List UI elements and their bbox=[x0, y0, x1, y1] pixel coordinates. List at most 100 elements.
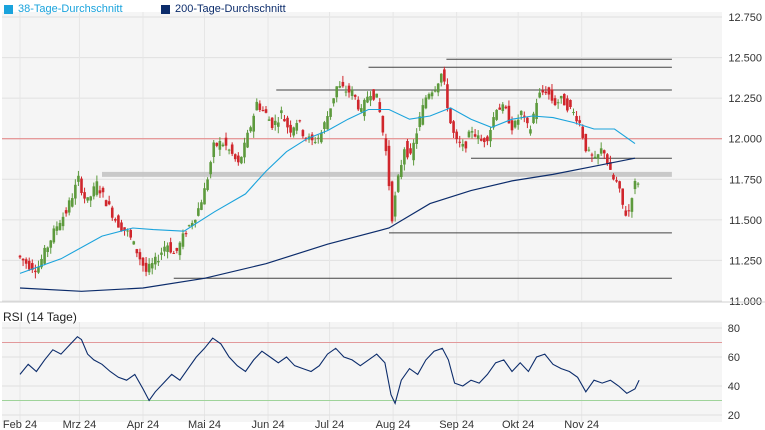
candle-up bbox=[495, 109, 498, 120]
candle-up bbox=[350, 89, 354, 96]
candle-up bbox=[556, 102, 560, 104]
candle-down bbox=[378, 102, 382, 113]
candle-down bbox=[523, 115, 526, 117]
candle-up bbox=[412, 142, 415, 161]
x-tick-label: Mai 24 bbox=[188, 419, 221, 430]
candle-down bbox=[80, 178, 83, 194]
candle-up bbox=[421, 105, 425, 125]
rsi-line bbox=[19, 335, 640, 405]
candle-down bbox=[507, 105, 511, 124]
rsi-y-tick-label: 20 bbox=[728, 410, 740, 422]
candle-down bbox=[455, 131, 458, 140]
candle-up bbox=[587, 149, 591, 151]
candle-up bbox=[430, 92, 434, 97]
rsi-y-tick-label: 40 bbox=[728, 381, 740, 393]
candle-up bbox=[433, 90, 437, 92]
candle-up bbox=[436, 83, 440, 93]
candle-up bbox=[501, 104, 505, 112]
candle-down bbox=[473, 134, 477, 137]
candle-up bbox=[403, 149, 406, 165]
candle-down bbox=[184, 233, 188, 235]
candle-down bbox=[443, 69, 446, 82]
candle-down bbox=[117, 215, 120, 228]
candle-up bbox=[492, 117, 495, 128]
price-y-tick-label: 12.500 bbox=[728, 53, 762, 65]
price-y-tick-label: 11.750 bbox=[729, 174, 762, 186]
candle-up bbox=[427, 94, 431, 99]
candle-up bbox=[415, 133, 418, 145]
candle-up bbox=[519, 110, 523, 115]
candle-up bbox=[246, 132, 249, 148]
candle-down bbox=[578, 120, 581, 123]
rsi-title: RSI (14 Tage) bbox=[3, 310, 77, 324]
candle-up bbox=[360, 108, 363, 112]
candle-down bbox=[310, 134, 314, 141]
candle-up bbox=[132, 241, 136, 245]
candle-up bbox=[323, 122, 326, 129]
x-tick-label: Aug 24 bbox=[376, 419, 411, 430]
candle-down bbox=[304, 137, 308, 139]
candle-up bbox=[313, 141, 317, 143]
candle-up bbox=[160, 252, 163, 255]
candle-up bbox=[49, 240, 53, 248]
candle-up bbox=[209, 162, 212, 175]
candle-up bbox=[535, 102, 538, 120]
candle-up bbox=[52, 228, 56, 243]
candle-up bbox=[206, 179, 209, 190]
candle-up bbox=[157, 260, 160, 263]
candle-up bbox=[243, 142, 246, 158]
candle-up bbox=[393, 195, 397, 217]
candle-down bbox=[612, 174, 615, 180]
candle-up bbox=[163, 246, 166, 252]
candle-down bbox=[261, 110, 265, 112]
rsi-panel-bg bbox=[2, 322, 722, 422]
legend-ma200-label: 200-Tage-Durchschnitt bbox=[175, 3, 286, 15]
candle-up bbox=[212, 142, 216, 158]
x-tick-label: Nov 24 bbox=[564, 419, 599, 430]
candle-up bbox=[277, 122, 280, 127]
candle-up bbox=[240, 156, 243, 164]
axes: 12.750 12.500 12.250 12.000 11.750 11.500 11.2… bbox=[0, 12, 765, 430]
candle-up bbox=[126, 230, 129, 232]
candle-down bbox=[237, 155, 240, 163]
x-tick-label: Okt 24 bbox=[502, 419, 534, 430]
candle-down bbox=[621, 188, 624, 205]
candle-up bbox=[89, 196, 93, 201]
candle-up bbox=[593, 156, 597, 159]
legend-ma38-label: 38-Tage-Durchschnitt bbox=[18, 3, 123, 15]
candle-down bbox=[390, 181, 394, 222]
candle-down bbox=[452, 121, 455, 133]
candle-down bbox=[175, 247, 179, 251]
candle-down bbox=[138, 252, 142, 260]
candle-down bbox=[458, 141, 462, 143]
candle-down bbox=[258, 103, 262, 111]
candle-up bbox=[58, 222, 62, 231]
candle-up bbox=[529, 129, 532, 134]
candle-down bbox=[101, 187, 105, 193]
candle-down bbox=[114, 219, 117, 221]
candle-down bbox=[381, 115, 385, 133]
candle-up bbox=[55, 226, 59, 231]
candle-up bbox=[320, 132, 323, 143]
candle-up bbox=[596, 154, 600, 159]
x-tick-label: Jul 24 bbox=[315, 419, 344, 430]
rsi-y-tick-label: 80 bbox=[728, 323, 740, 335]
candle-up bbox=[147, 263, 151, 273]
candle-down bbox=[609, 162, 612, 170]
candle-down bbox=[541, 90, 545, 93]
candle-down bbox=[449, 107, 452, 124]
candle-down bbox=[627, 210, 631, 212]
candle-up bbox=[61, 216, 65, 227]
candle-down bbox=[510, 120, 514, 131]
x-tick-label: Feb 24 bbox=[3, 419, 37, 430]
candle-up bbox=[166, 245, 169, 252]
candle-up bbox=[203, 188, 206, 205]
candle-up bbox=[630, 198, 634, 212]
legend-ma200: 200-Tage-Durchschnitt bbox=[161, 2, 286, 16]
candle-up bbox=[532, 113, 535, 124]
candle-down bbox=[347, 85, 351, 93]
candle-up bbox=[273, 120, 277, 125]
candle-up bbox=[375, 93, 378, 98]
candle-down bbox=[18, 255, 22, 258]
